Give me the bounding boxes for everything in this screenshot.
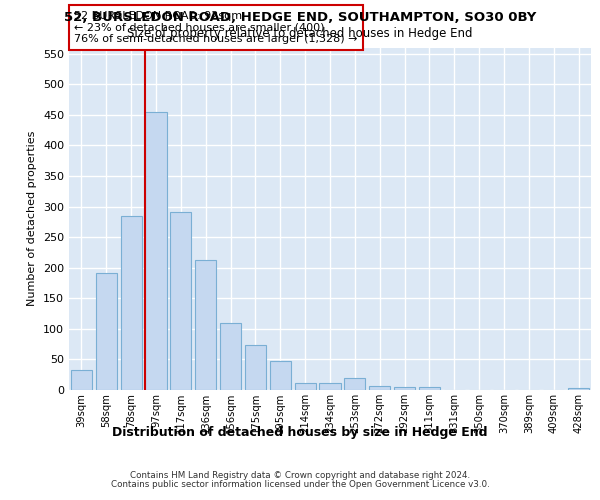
Text: Size of property relative to detached houses in Hedge End: Size of property relative to detached ho… bbox=[127, 28, 473, 40]
Bar bbox=[121, 216, 142, 390]
Bar bbox=[344, 378, 365, 390]
Bar bbox=[145, 112, 167, 390]
Bar bbox=[71, 370, 92, 390]
Bar bbox=[245, 344, 266, 390]
Text: 52, BURSLEDON ROAD, HEDGE END, SOUTHAMPTON, SO30 0BY: 52, BURSLEDON ROAD, HEDGE END, SOUTHAMPT… bbox=[64, 11, 536, 24]
Bar bbox=[195, 260, 216, 390]
Text: 52 BURSLEDON ROAD: 92sqm
← 23% of detached houses are smaller (400)
76% of semi-: 52 BURSLEDON ROAD: 92sqm ← 23% of detach… bbox=[74, 11, 358, 44]
Bar bbox=[319, 384, 341, 390]
Bar bbox=[369, 386, 390, 390]
Bar bbox=[394, 387, 415, 390]
Text: Distribution of detached houses by size in Hedge End: Distribution of detached houses by size … bbox=[112, 426, 488, 439]
Text: Contains HM Land Registry data © Crown copyright and database right 2024.: Contains HM Land Registry data © Crown c… bbox=[130, 471, 470, 480]
Bar bbox=[419, 387, 440, 390]
Bar bbox=[270, 362, 291, 390]
Bar bbox=[96, 272, 117, 390]
Text: Contains public sector information licensed under the Open Government Licence v3: Contains public sector information licen… bbox=[110, 480, 490, 489]
Bar bbox=[170, 212, 191, 390]
Bar bbox=[568, 388, 589, 390]
Bar bbox=[295, 382, 316, 390]
Y-axis label: Number of detached properties: Number of detached properties bbox=[28, 131, 37, 306]
Bar bbox=[220, 322, 241, 390]
